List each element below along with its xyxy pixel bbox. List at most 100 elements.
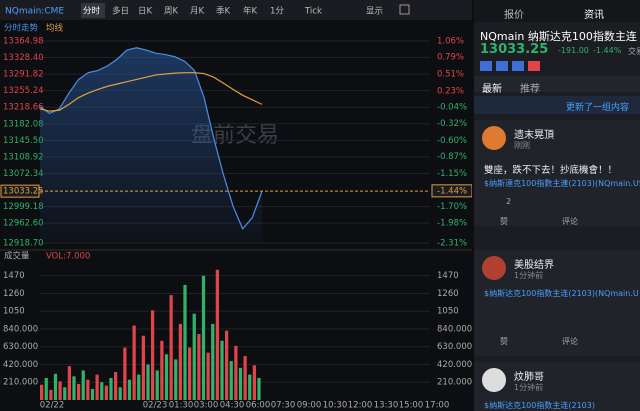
- bar: [58, 381, 62, 400]
- y2-tick-label: 0.23%: [437, 86, 464, 96]
- avatar: [482, 126, 506, 150]
- trade[interactable]: 交易: [628, 47, 640, 56]
- bar: [123, 347, 127, 400]
- x-tick-label: 04:30: [220, 401, 245, 411]
- tab[interactable]: 1分: [270, 7, 284, 17]
- tab[interactable]: 月K: [190, 7, 205, 17]
- update[interactable]: 更新了一组内容: [566, 103, 630, 113]
- display-button[interactable]: 显示: [366, 7, 383, 17]
- bar: [49, 389, 53, 400]
- y-tick-label: 840.000: [3, 324, 38, 334]
- bar: [104, 385, 108, 400]
- current-price: 13033.25: [3, 187, 44, 197]
- y2-tick-label: -1.70%: [437, 202, 467, 212]
- bar: [146, 364, 150, 400]
- tab[interactable]: 多日: [112, 6, 129, 17]
- bar: [248, 374, 252, 400]
- comment[interactable]: 评论: [562, 337, 578, 346]
- y-tick-label: 420.000: [3, 360, 38, 370]
- bar: [141, 335, 145, 400]
- y-tick-label: 1470: [3, 271, 25, 281]
- bar: [234, 345, 238, 400]
- y-tick-label: 420.000: [437, 360, 472, 370]
- y-tick-label: 1470: [437, 271, 459, 281]
- time: 1分钟前: [514, 383, 544, 392]
- volume-indicator: VOL:7.000: [46, 252, 90, 262]
- y-tick-label: 13255.24: [3, 86, 44, 96]
- tab[interactable]: 推荐: [520, 84, 540, 95]
- post-link[interactable]: $纳斯達克100指數主連(2103)(NQmain.US): [484, 179, 640, 188]
- bar: [174, 359, 178, 400]
- bar: [160, 340, 164, 400]
- tab[interactable]: 日K: [138, 7, 153, 17]
- bar: [252, 365, 256, 400]
- bar: [243, 356, 247, 400]
- tab[interactable]: 年K: [243, 6, 258, 17]
- active-tab: [81, 3, 105, 18]
- y-tick-label: 630.000: [3, 342, 38, 352]
- post-link[interactable]: $纳斯达克100指数主连(2103)(NQmain.U: [484, 289, 639, 298]
- y-tick-label: 13364.98: [3, 37, 44, 47]
- user: 炆肺哥: [514, 372, 544, 383]
- tab[interactable]: 报价: [504, 10, 524, 21]
- side-panel: 报价 资讯 NQmain 纳斯达克100指数主连 13033.25 -191.0…: [474, 0, 640, 411]
- y2-tick-label: 0.79%: [437, 53, 464, 63]
- bar: [63, 387, 67, 400]
- like[interactable]: 赞: [500, 337, 508, 346]
- feed-tabs: [474, 76, 640, 92]
- tab[interactable]: Tick: [304, 7, 322, 17]
- comment[interactable]: 评论: [562, 217, 578, 226]
- tab[interactable]: 周K: [164, 7, 179, 17]
- y2-tick-label: -1.15%: [437, 169, 467, 179]
- bar: [220, 340, 224, 400]
- icons[interactable]: [480, 61, 540, 71]
- y-tick-label: 1260: [3, 289, 25, 299]
- tab[interactable]: 最新: [482, 84, 502, 95]
- avatar: [482, 368, 506, 392]
- x-tick-label: 07:30: [271, 401, 296, 411]
- volume-title: 成交量: [4, 251, 30, 262]
- x-tick-label: 12:00: [348, 401, 373, 411]
- y2-tick-label: -0.87%: [437, 152, 467, 162]
- user: 美股结界: [514, 260, 554, 271]
- checkbox[interactable]: [399, 4, 410, 15]
- post-link[interactable]: $纳斯达克100指数主连(2103): [484, 401, 595, 410]
- x-tick-label: 09:00: [297, 401, 322, 411]
- y-tick-label: 630.000: [437, 342, 472, 352]
- post-text: 雙座，跌不下去！抄底機會！！: [484, 165, 618, 176]
- bar: [257, 378, 261, 400]
- y-tick-label: 13145.50: [3, 136, 44, 146]
- tab[interactable]: 季K: [216, 6, 231, 17]
- area: [40, 47, 262, 243]
- y-tick-label: 12999.18: [3, 202, 44, 212]
- bar: [95, 374, 99, 400]
- bar: [114, 372, 118, 400]
- like[interactable]: 赞: [500, 217, 508, 226]
- bar: [132, 325, 136, 400]
- y2-tick-label: -2.31%: [437, 239, 467, 249]
- y-tick-label: 13182.08: [3, 119, 44, 129]
- side-tabs: [474, 0, 640, 22]
- y2-tick-label: -0.60%: [437, 136, 467, 146]
- bar: [137, 374, 141, 400]
- current-change: -1.44%: [437, 186, 467, 196]
- symbol[interactable]: NQmain:CME: [5, 7, 64, 17]
- tab[interactable]: 分时: [83, 6, 101, 17]
- bar: [44, 378, 48, 400]
- y2-tick-label: 0.51%: [437, 69, 464, 79]
- x-tick-label: 03:00: [194, 401, 219, 411]
- bar: [77, 383, 81, 400]
- legend: 分时走势: [4, 23, 39, 34]
- bar: [67, 366, 71, 400]
- avatar: [482, 256, 506, 280]
- instrument-name: NQmain 纳斯达克100指数主连: [480, 30, 637, 43]
- y2-tick-label: -1.98%: [437, 219, 467, 229]
- tab[interactable]: 资讯: [584, 10, 604, 21]
- time: 刚刚: [514, 141, 530, 150]
- bar: [238, 367, 243, 400]
- user: 遗末晃頂: [514, 130, 554, 141]
- update-bar[interactable]: [474, 96, 640, 114]
- x-tick-label: 13:30: [374, 401, 399, 411]
- bar: [53, 373, 58, 400]
